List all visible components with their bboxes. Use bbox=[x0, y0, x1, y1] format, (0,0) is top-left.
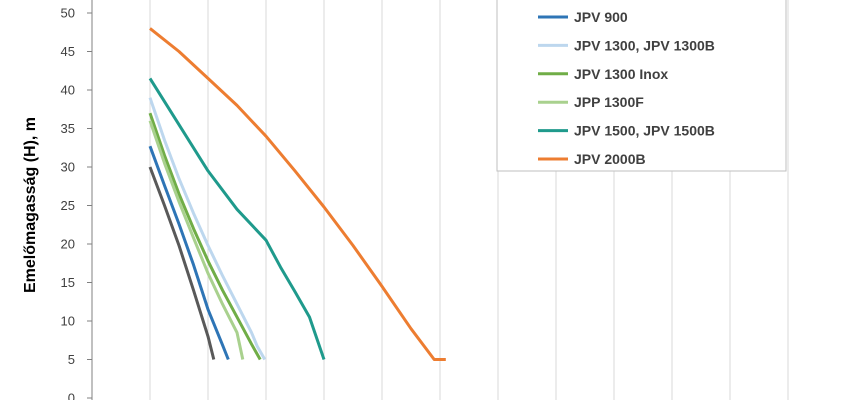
legend-label: JPV 1300 Inox bbox=[574, 66, 668, 82]
legend-label: JPV 1500, JPV 1500B bbox=[574, 123, 715, 139]
legend-label: JPP 1300F bbox=[574, 94, 644, 110]
y-tick-label: 35 bbox=[61, 121, 75, 136]
y-tick-label: 20 bbox=[61, 237, 75, 252]
series-line-5 bbox=[148, 77, 326, 360]
series-line-2 bbox=[148, 97, 267, 361]
y-tick-label: 5 bbox=[68, 352, 75, 367]
y-tick-label: 45 bbox=[61, 44, 75, 59]
series-line-0 bbox=[148, 166, 216, 360]
y-tick-label: 25 bbox=[61, 198, 75, 213]
legend-label: JPV 2000B bbox=[574, 151, 646, 167]
series-line-4 bbox=[148, 120, 245, 360]
y-tick-label: 0 bbox=[68, 391, 75, 400]
y-axis: 0 5 10 15 20 25 30 35 40 45 50 bbox=[61, 0, 93, 400]
y-tick-label: 50 bbox=[61, 6, 75, 21]
y-tick-label: 40 bbox=[61, 83, 75, 98]
series-line-6 bbox=[149, 27, 446, 361]
y-tick-label: 10 bbox=[61, 314, 75, 329]
y-tick-label: 15 bbox=[61, 275, 75, 290]
legend-label: JPV 900 bbox=[574, 9, 628, 25]
legend-box bbox=[496, 0, 787, 172]
y-tick-label: 30 bbox=[61, 160, 75, 175]
series-line-1 bbox=[148, 145, 230, 361]
series-lines bbox=[148, 27, 446, 361]
y-axis-title: Emelőmagasság (H), m bbox=[22, 117, 39, 293]
legend-label: JPV 1300, JPV 1300B bbox=[574, 37, 715, 53]
series-line-3 bbox=[148, 112, 262, 361]
legend: JPV 900 JPV 1300, JPV 1300B JPV 1300 Inox J… bbox=[496, 0, 787, 172]
